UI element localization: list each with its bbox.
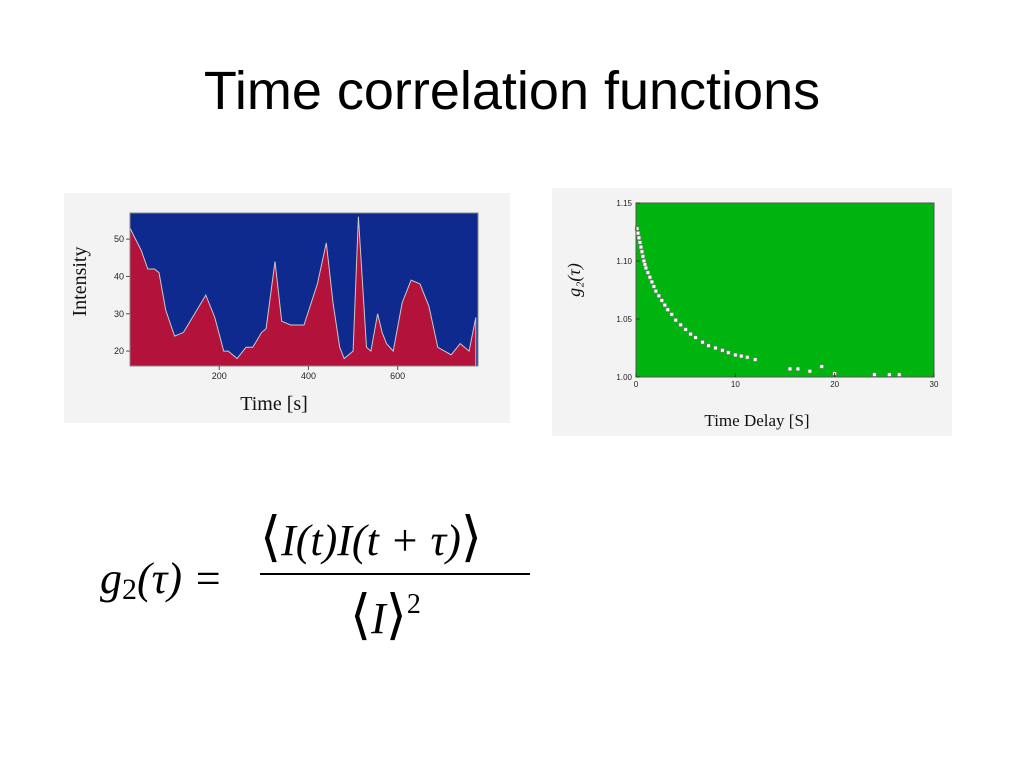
data-point	[688, 331, 693, 337]
y-tick-label: 30	[114, 309, 124, 319]
intensity-chart: 200 400 600 20 30 40 50 Time [s] Intensity	[64, 193, 510, 423]
denominator-text: I	[371, 594, 386, 643]
data-point	[713, 345, 718, 351]
y-tick-label: 1.00	[616, 373, 632, 382]
y-axis-label: Intensity	[69, 247, 91, 317]
formula-numerator: ⟨I(t)I(t + τ)⟩	[260, 505, 482, 568]
data-point	[637, 240, 643, 245]
y-tick-label: 1.05	[616, 315, 632, 324]
x-tick-label: 10	[731, 380, 740, 389]
data-point	[635, 231, 641, 236]
y-tick-label: 40	[114, 271, 124, 281]
formula-subscript: 2	[122, 573, 137, 606]
correlation-chart-svg: 0 10 20 30 1.00 1.05 1.10 1.15 Time Delay [S] g₂(…	[564, 199, 939, 430]
data-point	[649, 279, 654, 284]
data-point	[634, 226, 640, 231]
data-point	[665, 307, 670, 312]
data-point	[673, 318, 678, 323]
data-point	[745, 355, 750, 360]
data-point	[647, 275, 653, 280]
y-axis-label: g₂(τ)	[564, 263, 585, 297]
data-point	[753, 357, 758, 362]
data-point	[662, 302, 667, 308]
x-tick-label: 30	[930, 380, 939, 389]
x-tick-label: 600	[390, 371, 405, 381]
data-point	[787, 366, 793, 371]
data-point	[733, 352, 738, 358]
data-point	[872, 372, 877, 377]
fraction-bar	[260, 573, 530, 575]
data-point	[651, 284, 656, 289]
data-point	[645, 270, 651, 275]
data-point	[683, 327, 688, 332]
y-tick-label: 50	[114, 234, 124, 244]
data-point	[638, 244, 644, 250]
x-tick-label: 0	[634, 380, 639, 389]
formula-lhs: g2(τ) =	[100, 553, 223, 607]
data-point	[700, 340, 705, 345]
numerator-text: I(t)I(t + τ)	[281, 516, 461, 565]
left-angle-bracket-den: ⟨	[350, 585, 372, 645]
x-tick-label: 20	[830, 380, 839, 389]
formula-g: g	[100, 554, 122, 603]
data-point	[636, 235, 642, 240]
data-point	[641, 258, 647, 264]
data-point	[643, 265, 649, 271]
formula-lhs-rest: (τ) =	[137, 554, 223, 603]
data-point	[897, 372, 902, 377]
data-point	[640, 254, 646, 259]
data-point	[807, 369, 812, 374]
data-point	[819, 364, 824, 369]
data-point	[795, 366, 801, 371]
data-point	[656, 293, 661, 298]
data-point	[659, 298, 664, 303]
y-tick-label: 1.10	[616, 257, 632, 266]
plot-background	[636, 203, 934, 377]
plot-frame	[635, 202, 935, 378]
intensity-area	[129, 216, 477, 367]
x-axis-label: Time [s]	[240, 393, 308, 415]
plot-frame	[129, 212, 479, 367]
data-point	[726, 350, 731, 355]
data-point	[678, 322, 683, 327]
data-point	[639, 249, 645, 254]
y-tick-label: 20	[114, 346, 124, 356]
data-point	[720, 348, 725, 353]
correlation-chart: 0 10 20 30 1.00 1.05 1.10 1.15 Time Delay [S] g₂(…	[552, 188, 952, 436]
left-angle-bracket: ⟨	[260, 507, 282, 567]
data-point	[739, 354, 744, 359]
data-point	[653, 289, 658, 294]
intensity-chart-svg: 200 400 600 20 30 40 50 Time [s] Intensity	[69, 212, 479, 415]
x-axis-label: Time Delay [S]	[704, 411, 809, 430]
data-point	[706, 343, 711, 348]
formula-denominator: ⟨I⟩2	[350, 583, 421, 646]
data-point	[693, 335, 698, 340]
y-tick-label: 1.15	[616, 199, 632, 208]
g2-formula: g2(τ) = ⟨I(t)I(t + τ)⟩ ⟨I⟩2	[100, 505, 540, 665]
x-tick-label: 400	[301, 371, 316, 381]
data-point	[669, 312, 674, 317]
denominator-power: 2	[406, 589, 421, 620]
right-angle-bracket: ⟩	[460, 507, 482, 567]
data-point	[642, 262, 648, 267]
x-tick-label: 200	[212, 371, 227, 381]
data-point	[887, 372, 892, 377]
right-angle-bracket-den: ⟩	[385, 585, 407, 645]
slide-title: Time correlation functions	[203, 61, 821, 121]
